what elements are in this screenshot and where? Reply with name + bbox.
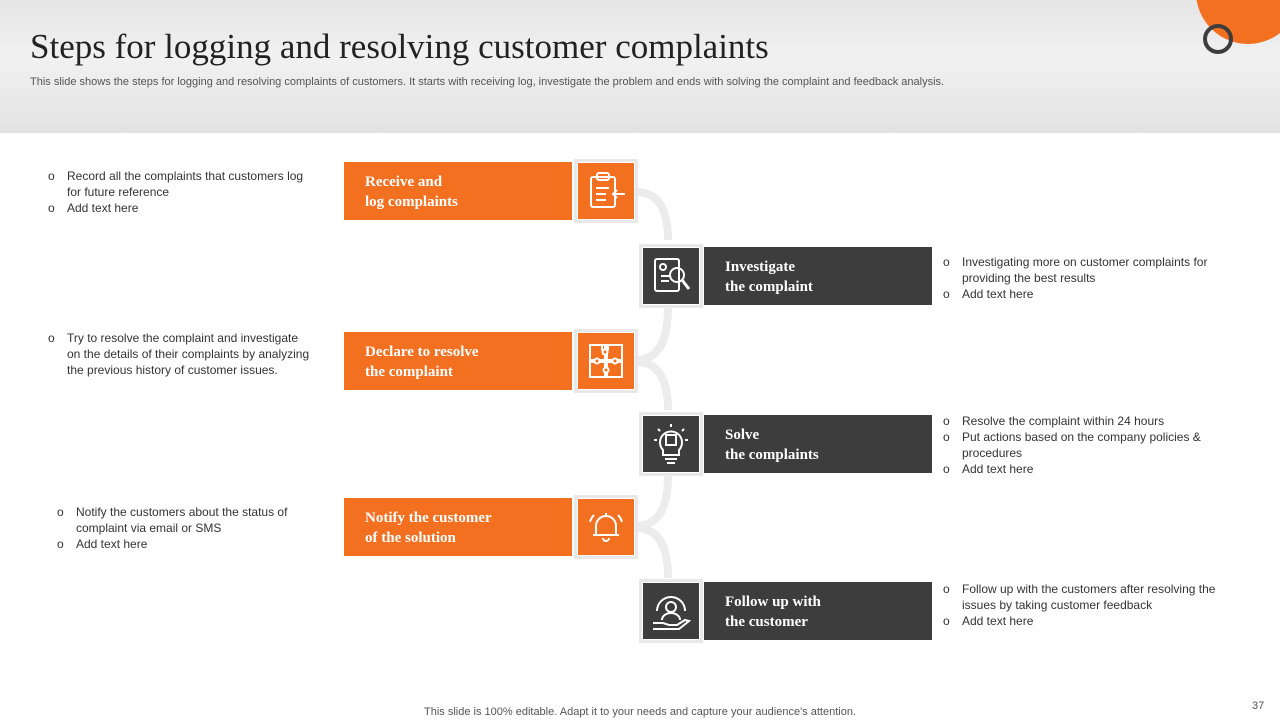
page-subtitle: This slide shows the steps for logging a… bbox=[30, 76, 945, 88]
step-5-icon-box bbox=[574, 495, 638, 559]
step-4-note-1: o Resolve the complaint within 24 hours bbox=[943, 414, 1165, 428]
step-1-label: Receive and log complaints bbox=[344, 162, 572, 220]
step-1-notes: o Record all the complaints that customer… bbox=[48, 168, 320, 216]
step-5-note-1: o Notify the customers about the status o… bbox=[57, 505, 288, 535]
clipboard-arrow-icon bbox=[590, 172, 625, 208]
step-6-label: Follow up with the customer bbox=[704, 582, 932, 640]
page-title: Steps for logging and resolving customer… bbox=[30, 27, 769, 66]
step-4-notes: o Resolve the complaint within 24 hours o… bbox=[943, 413, 1233, 477]
step-6-icon-box bbox=[639, 579, 703, 643]
step-2-notes: o Investigating more on customer complain… bbox=[943, 254, 1233, 302]
puzzle-icon bbox=[589, 344, 623, 378]
step-1-note-1: o Record all the complaints that customer… bbox=[48, 169, 304, 199]
step-3-label: Declare to resolve the complaint bbox=[344, 332, 572, 390]
document-search-icon bbox=[654, 258, 691, 292]
customer-care-icon bbox=[653, 596, 692, 630]
decorative-ring bbox=[1203, 24, 1233, 54]
step-4-icon-box bbox=[639, 412, 703, 476]
step-4-note-3: o Add text here bbox=[943, 462, 1034, 476]
bell-icon bbox=[589, 513, 623, 542]
step-4-label: Solve the complaints bbox=[704, 415, 932, 473]
step-6-note-1: o Follow up with the customers after reso… bbox=[943, 582, 1216, 612]
step-1-icon-box bbox=[574, 159, 638, 223]
footer-note: This slide is 100% editable. Adapt it to… bbox=[424, 706, 856, 718]
step-6-note-2: o Add text here bbox=[943, 614, 1034, 628]
step-3-note-1: o Try to resolve the complaint and invest… bbox=[48, 331, 310, 377]
step-4-note-2: o Put actions based on the company polici… bbox=[943, 430, 1201, 460]
step-1-note-2: o Add text here bbox=[48, 201, 139, 215]
step-2-note-2: o Add text here bbox=[943, 287, 1034, 301]
step-5-note-2: o Add text here bbox=[57, 537, 148, 551]
step-5-notes: o Notify the customers about the status o… bbox=[57, 504, 322, 552]
step-3-icon-box bbox=[574, 329, 638, 393]
step-2-icon-box bbox=[639, 244, 703, 308]
step-3-notes: o Try to resolve the complaint and invest… bbox=[48, 330, 313, 378]
step-5-label: Notify the customer of the solution bbox=[344, 498, 572, 556]
step-2-note-1: o Investigating more on customer complain… bbox=[943, 255, 1208, 285]
step-6-notes: o Follow up with the customers after reso… bbox=[943, 581, 1233, 629]
header-banner: Steps for logging and resolving customer… bbox=[0, 0, 1280, 133]
lightbulb-puzzle-icon bbox=[654, 424, 688, 464]
step-2-label: Investigate the complaint bbox=[704, 247, 932, 305]
page-number: 37 bbox=[1252, 700, 1265, 712]
